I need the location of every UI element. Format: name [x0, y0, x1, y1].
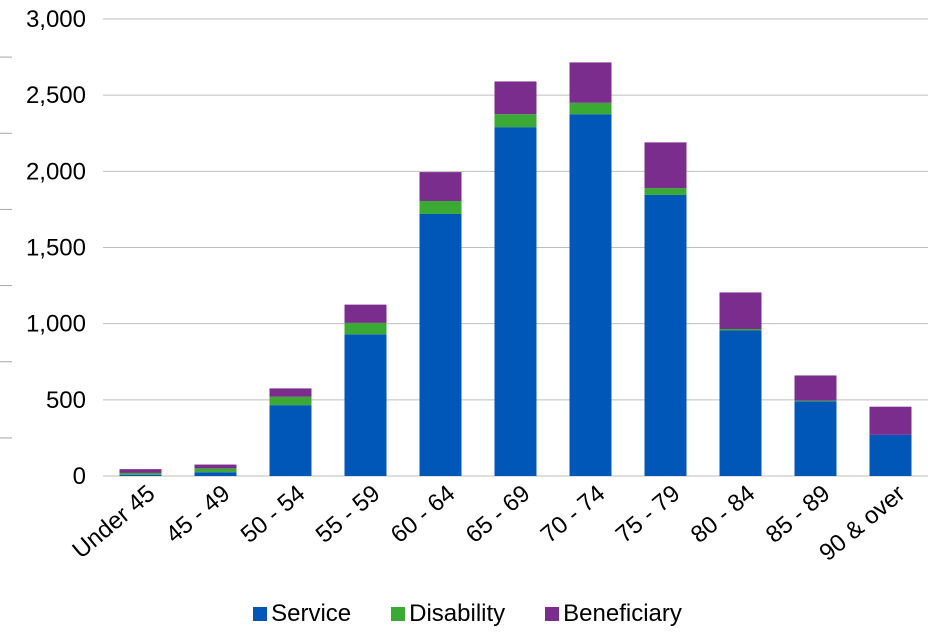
- legend-swatch-service: [253, 607, 268, 621]
- y-tick-label: 500: [46, 387, 86, 414]
- bars: [119, 62, 912, 476]
- bar-beneficiary-0: [119, 469, 162, 473]
- y-tick-label: 2,000: [26, 158, 86, 185]
- y-tick-label: 3,000: [26, 6, 86, 33]
- legend-swatch-beneficiary: [545, 607, 560, 621]
- bar-disability-0: [119, 472, 162, 475]
- bar-disability-3: [344, 322, 387, 335]
- legend-item-disability: Disability: [391, 600, 505, 628]
- x-category-label: 80 - 84: [686, 480, 761, 549]
- x-axis-category-labels: Under 45 45 - 49 50 - 54 55 - 59 60 - 64 65 -…: [67, 480, 910, 567]
- bar-beneficiary-9: [794, 375, 837, 401]
- bar-disability-2: [269, 396, 312, 406]
- bar-disability-7: [644, 188, 687, 195]
- bar-service-4: [419, 213, 462, 476]
- bar-disability-6: [569, 102, 612, 115]
- legend-label-service: Service: [271, 600, 352, 627]
- bar-service-10: [869, 434, 912, 476]
- x-category-label: Under 45: [67, 480, 160, 564]
- bar-service-2: [269, 405, 312, 476]
- y-tick-label: 1,500: [26, 235, 86, 262]
- bar-beneficiary-4: [419, 172, 462, 202]
- x-category-label: 75 - 79: [611, 480, 686, 549]
- x-category-label: 50 - 54: [236, 480, 311, 549]
- legend-label-disability: Disability: [409, 600, 506, 627]
- bar-beneficiary-5: [494, 81, 537, 115]
- y-tick-label: 2,500: [26, 82, 86, 109]
- bar-disability-9: [794, 400, 837, 402]
- bar-service-1: [194, 472, 237, 476]
- legend: Service Disability Beneficiary: [0, 600, 935, 628]
- legend-swatch-disability: [391, 607, 406, 621]
- y-axis-tick-labels: 0 500 1,000 1,500 2,000 2,500 3,000: [26, 6, 86, 490]
- stacked-bar-chart: 0 500 1,000 1,500 2,000 2,500 3,000 Under 45 45…: [0, 6, 928, 567]
- bar-beneficiary-7: [644, 142, 687, 189]
- bar-beneficiary-6: [569, 62, 612, 103]
- x-category-label: 65 - 69: [461, 480, 536, 549]
- bar-beneficiary-1: [194, 464, 237, 469]
- bar-service-3: [344, 334, 387, 476]
- x-category-label: 60 - 64: [386, 480, 461, 549]
- bar-disability-5: [494, 114, 537, 128]
- x-category-label: 45 - 49: [161, 480, 236, 549]
- bar-disability-1: [194, 468, 237, 473]
- bar-service-8: [719, 330, 762, 476]
- bar-beneficiary-10: [869, 406, 912, 435]
- axis-tick-marks: [0, 56, 12, 439]
- bar-beneficiary-2: [269, 388, 312, 397]
- bar-service-6: [569, 114, 612, 476]
- y-tick-label: 1,000: [26, 311, 86, 338]
- legend-item-beneficiary: Beneficiary: [545, 600, 682, 628]
- bar-beneficiary-8: [719, 292, 762, 329]
- x-category-label: 70 - 74: [536, 480, 611, 549]
- bar-disability-4: [419, 201, 462, 214]
- bar-service-7: [644, 194, 687, 476]
- y-tick-label: 0: [73, 463, 86, 490]
- bar-service-9: [794, 401, 837, 476]
- bar-beneficiary-3: [344, 304, 387, 323]
- x-category-label: 55 - 59: [311, 480, 386, 549]
- bar-disability-8: [719, 328, 762, 331]
- bar-service-5: [494, 127, 537, 476]
- legend-item-service: Service: [253, 600, 351, 628]
- legend-label-beneficiary: Beneficiary: [563, 600, 682, 627]
- bar-service-0: [119, 474, 162, 476]
